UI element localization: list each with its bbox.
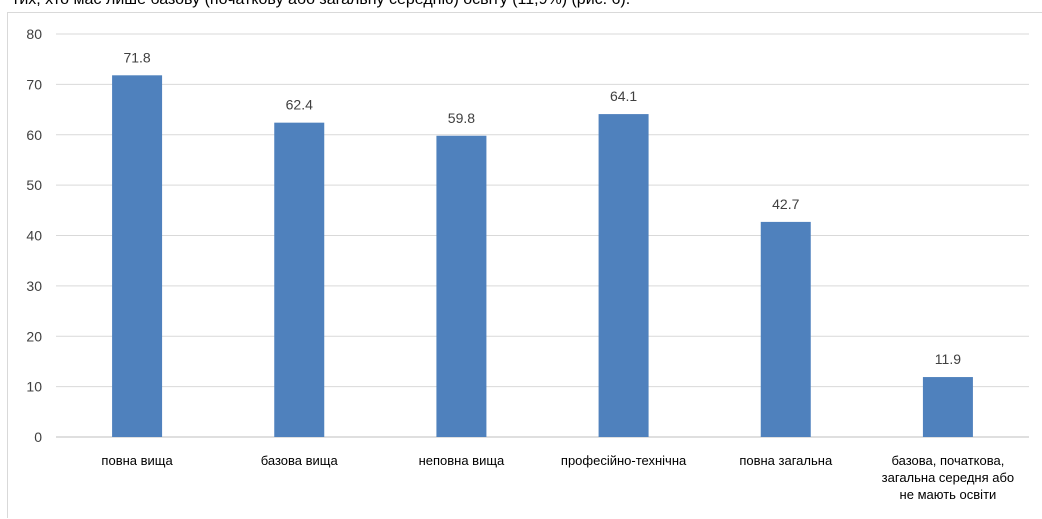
- bar: [274, 122, 325, 437]
- data-label: 11.9: [935, 351, 961, 367]
- x-category-label: неповна вища: [419, 453, 505, 468]
- x-category-label: повна вища: [101, 453, 173, 468]
- y-tick-label: 70: [26, 76, 42, 92]
- x-category-label: базова, початкова, загальна середня або не…: [882, 453, 1014, 502]
- caption-fragment: тих, хто має лише базову (початкову або …: [12, 0, 630, 9]
- x-category-label: професійно-технічна: [561, 453, 687, 468]
- y-tick-label: 40: [26, 228, 42, 244]
- y-tick-label: 10: [26, 379, 42, 395]
- y-tick-label: 80: [26, 26, 42, 42]
- y-tick-label: 50: [26, 177, 42, 193]
- data-label: 62.4: [286, 97, 313, 113]
- y-tick-label: 30: [26, 278, 42, 294]
- data-label: 59.8: [448, 110, 475, 126]
- bar-chart: 0 10 20 30 40 50 60 70 80 71.8 повна вища 62.4 базов…: [26, 26, 1029, 502]
- x-category-label: повна загальна: [739, 453, 833, 468]
- bar: [436, 135, 487, 437]
- x-category-label: базова вища: [261, 453, 339, 468]
- data-label: 64.1: [610, 88, 637, 104]
- data-label: 71.8: [123, 49, 150, 65]
- bar: [760, 221, 811, 437]
- bar: [922, 377, 973, 437]
- bar: [598, 114, 649, 437]
- y-tick-label: 0: [34, 429, 42, 445]
- data-label: 42.7: [772, 196, 799, 212]
- y-tick-label: 60: [26, 127, 42, 143]
- y-tick-label: 20: [26, 328, 42, 344]
- chart-frame: 0 10 20 30 40 50 60 70 80 71.8 повна вища 62.4 базов…: [7, 12, 1042, 518]
- bar: [112, 75, 163, 437]
